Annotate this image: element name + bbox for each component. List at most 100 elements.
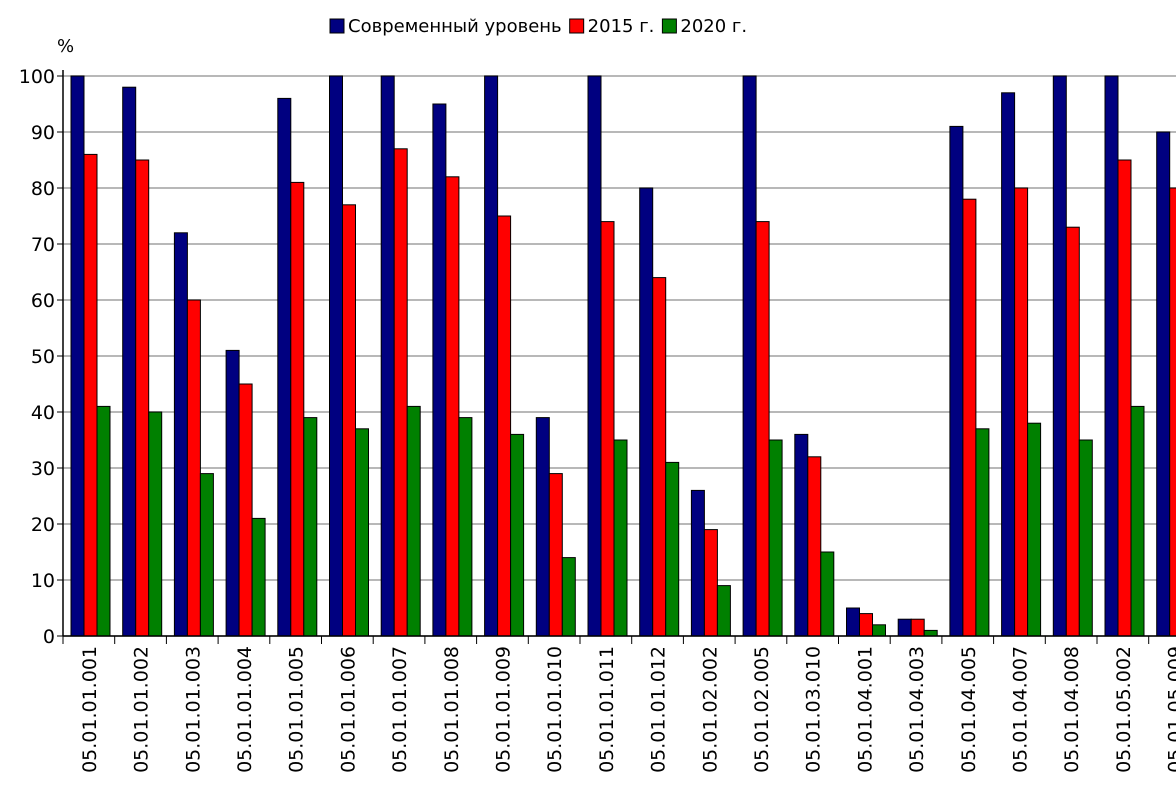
- x-tick-label: 05.01.01.007: [389, 646, 411, 773]
- bar: [458, 417, 473, 637]
- bar: [742, 75, 757, 637]
- x-tick-label: 05.01.01.012: [648, 646, 670, 773]
- x-tick-label: 05.01.01.004: [234, 646, 256, 773]
- bar: [510, 433, 525, 637]
- legend-label: 2020 г.: [680, 16, 747, 37]
- y-tick-label: 90: [31, 122, 55, 144]
- bar: [587, 75, 602, 637]
- legend-label: 2015 г.: [588, 16, 655, 37]
- bar: [1169, 187, 1176, 637]
- bar: [393, 148, 408, 637]
- x-tick-label: 05.01.04.008: [1061, 646, 1083, 773]
- bar: [652, 277, 667, 637]
- bar: [1027, 422, 1042, 637]
- y-tick-label: 30: [31, 458, 55, 480]
- bar: [251, 517, 266, 637]
- y-tick-label: 0: [43, 626, 55, 648]
- bar: [329, 75, 343, 637]
- bar: [1014, 187, 1029, 637]
- bar: [290, 181, 305, 637]
- bar: [820, 551, 835, 637]
- bar: [665, 461, 680, 637]
- bar: [548, 473, 563, 637]
- bar: [1078, 439, 1093, 637]
- bar: [1052, 75, 1067, 637]
- bar: [432, 103, 447, 637]
- bar: [1065, 226, 1080, 637]
- y-tick-label: 70: [31, 234, 55, 256]
- bar: [380, 75, 395, 637]
- bar: [70, 75, 85, 637]
- legend-swatch: [661, 18, 677, 34]
- x-tick-label: 05.01.01.001: [79, 646, 101, 773]
- x-tick-label: 05.01.04.003: [906, 646, 928, 773]
- bar: [975, 428, 990, 637]
- bar: [872, 624, 886, 637]
- bar: [1001, 92, 1016, 637]
- x-tick-label: 05.01.02.002: [699, 646, 721, 773]
- x-tick-label: 05.01.05.009: [1165, 646, 1176, 773]
- bar: [96, 405, 111, 637]
- bar: [716, 585, 731, 637]
- bar: [225, 349, 240, 637]
- y-tick-label: 20: [31, 514, 55, 536]
- x-tick-label: 05.01.01.011: [596, 646, 618, 773]
- bar: [613, 439, 628, 637]
- bar: [807, 456, 822, 637]
- x-tick-label: 05.01.01.008: [441, 646, 463, 773]
- bar: [690, 489, 705, 637]
- bar: [1130, 405, 1145, 637]
- bar: [949, 125, 964, 637]
- y-tick-label: 80: [31, 178, 55, 200]
- bar: [897, 618, 912, 637]
- x-tick-label: 05.01.03.010: [803, 646, 825, 773]
- y-tick-label: 60: [31, 290, 55, 312]
- y-tick-label: 40: [31, 402, 55, 424]
- bar: [1156, 131, 1171, 637]
- y-unit: %: [57, 36, 74, 57]
- bar: [794, 433, 809, 637]
- x-tick-label: 05.01.04.007: [1009, 646, 1031, 773]
- bar: [859, 613, 873, 637]
- bar: [639, 187, 654, 637]
- bar: [962, 198, 977, 637]
- bar: [303, 417, 318, 637]
- bar: [199, 473, 214, 637]
- y-tick-label: 100: [19, 66, 55, 88]
- x-tick-label: 05.01.04.001: [854, 646, 876, 773]
- bar: [1104, 75, 1119, 637]
- legend-label: Современный уровень: [348, 16, 562, 37]
- legend-swatch: [329, 18, 345, 34]
- legend-swatch: [569, 18, 585, 34]
- x-tick-label: 05.01.01.010: [544, 646, 566, 773]
- x-tick-label: 05.01.01.005: [286, 646, 308, 773]
- x-tick-label: 05.01.01.009: [492, 646, 514, 773]
- x-tick-label: 05.01.05.002: [1113, 646, 1135, 773]
- x-tick-label: 05.01.04.005: [958, 646, 980, 773]
- x-tick-label: 05.01.02.005: [751, 646, 773, 773]
- y-tick-label: 10: [31, 570, 55, 592]
- bar: [355, 428, 369, 637]
- bar: [173, 232, 188, 637]
- bar: [342, 204, 356, 637]
- bar: [535, 417, 550, 637]
- bar: [910, 618, 925, 637]
- bar: [277, 97, 292, 637]
- bar: [484, 75, 499, 637]
- bar: [600, 221, 615, 637]
- bar: [135, 159, 150, 637]
- bar: [238, 383, 253, 637]
- bar: [445, 176, 460, 637]
- x-tick-label: 05.01.01.002: [131, 646, 153, 773]
- y-tick-label: 50: [31, 346, 55, 368]
- x-tick-label: 05.01.01.003: [182, 646, 204, 773]
- bar: [755, 221, 770, 637]
- bar: [83, 153, 98, 637]
- bar: [1117, 159, 1132, 637]
- bar: [148, 411, 163, 637]
- bar: [497, 215, 512, 637]
- bar: [846, 607, 860, 637]
- bar: [186, 299, 201, 637]
- bar: [561, 557, 576, 637]
